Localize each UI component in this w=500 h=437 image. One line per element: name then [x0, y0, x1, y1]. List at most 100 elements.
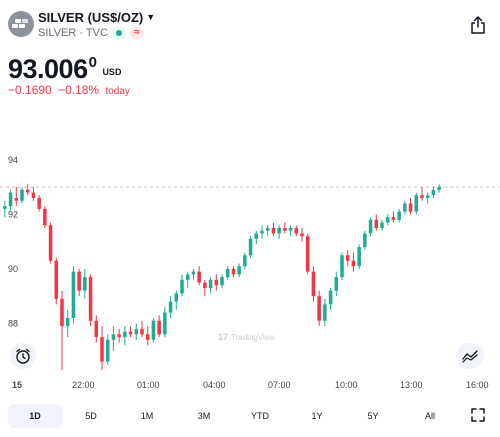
- candle: [48, 222, 53, 264]
- candle-body: [437, 187, 441, 190]
- candle-body: [65, 318, 70, 327]
- candle-body: [351, 260, 356, 267]
- candle: [83, 268, 87, 299]
- symbol-subtitle: SILVER · TVC ≈: [38, 27, 144, 39]
- candle-body: [414, 195, 419, 212]
- candle: [197, 266, 201, 286]
- candle: [134, 323, 139, 340]
- timeframe-tab-5d[interactable]: 5D: [85, 411, 97, 421]
- candle: [3, 200, 7, 218]
- candle: [294, 225, 299, 237]
- timeframe-tab-1y[interactable]: 1Y: [311, 411, 323, 421]
- silver-bars-icon: [8, 11, 34, 37]
- candle-body: [385, 217, 390, 223]
- candle-body: [334, 277, 339, 291]
- candle-body: [140, 328, 144, 335]
- timeframe-tab-1d[interactable]: 1D: [8, 404, 62, 428]
- candle-body: [117, 334, 121, 338]
- candle-body: [88, 277, 93, 321]
- candle: [237, 263, 241, 278]
- price-superscript: 0: [88, 54, 97, 71]
- candle: [425, 192, 430, 204]
- candle-body: [134, 328, 139, 335]
- candle: [100, 326, 104, 370]
- candle-body: [185, 274, 190, 280]
- candle-body: [317, 296, 321, 321]
- candle: [248, 236, 253, 258]
- candle-body: [237, 266, 241, 275]
- candle: [163, 307, 167, 338]
- share-icon[interactable]: [470, 16, 486, 34]
- candle: [123, 326, 127, 346]
- candle: [351, 252, 356, 272]
- price-chart[interactable]: 94 92 90 88: [0, 138, 500, 378]
- timeframe-tab-1m[interactable]: 1M: [140, 411, 154, 421]
- candle: [37, 195, 41, 212]
- candle: [168, 296, 173, 318]
- candle-body: [128, 331, 133, 335]
- candle-body: [100, 337, 104, 362]
- candle-body: [43, 208, 47, 226]
- candle: [94, 315, 99, 343]
- tradingview-watermark: 17 TradingView: [218, 332, 275, 342]
- time-axis: 15 22:00 01:00 04:00 07:00 10:00 13:00 16:00: [0, 380, 500, 394]
- candle: [71, 266, 76, 324]
- candle: [174, 290, 179, 310]
- candle-body: [111, 334, 116, 340]
- candle: [214, 274, 219, 291]
- candle-body: [191, 271, 196, 275]
- candle-body: [77, 271, 81, 291]
- candle: [288, 225, 293, 237]
- candle-body: [157, 320, 161, 335]
- candle: [397, 208, 401, 223]
- candle: [374, 214, 379, 231]
- candle-body: [71, 271, 76, 318]
- candle: [254, 230, 259, 245]
- candle-body: [60, 298, 64, 327]
- candle-body: [283, 228, 287, 231]
- candle-body: [363, 233, 367, 248]
- candle-body: [14, 198, 19, 201]
- timeframe-tab-ytd[interactable]: YTD: [251, 411, 269, 421]
- candle: [368, 217, 373, 237]
- change-value: −0.1690: [8, 83, 52, 97]
- fullscreen-icon[interactable]: [471, 408, 485, 422]
- candle: [403, 200, 407, 215]
- candle-body: [225, 268, 230, 278]
- candle: [231, 266, 236, 278]
- exchange-label: SILVER · TVC: [38, 27, 108, 39]
- timeframe-tab-all[interactable]: All: [424, 411, 435, 421]
- indicator-icon[interactable]: [456, 343, 484, 369]
- candle: [408, 198, 413, 215]
- candle-body: [323, 304, 327, 321]
- candle: [277, 225, 281, 239]
- candle: [345, 249, 350, 267]
- candle-body: [254, 233, 259, 239]
- candle: [305, 233, 310, 275]
- candle: [140, 320, 144, 338]
- candle: [145, 326, 150, 346]
- candle: [265, 225, 270, 237]
- tradingview-logo-icon: 17: [218, 332, 229, 342]
- symbol-selector[interactable]: SILVER (US$/OZ) ▼: [38, 10, 155, 25]
- candle-body: [277, 228, 281, 234]
- candle-body: [408, 203, 413, 212]
- candle-body: [260, 230, 264, 234]
- timeframe-tab-3m[interactable]: 3M: [197, 411, 211, 421]
- candle: [357, 244, 361, 269]
- timeframe-tab-5y[interactable]: 5Y: [367, 411, 379, 421]
- candle-body: [288, 228, 293, 231]
- candle: [311, 266, 316, 302]
- change-period: today: [105, 86, 130, 97]
- candle-body: [248, 238, 253, 256]
- change-percent: −0.18%: [58, 83, 100, 97]
- x-tick-label: 07:00: [268, 380, 291, 390]
- x-tick-label: 10:00: [335, 380, 358, 390]
- candle: [180, 274, 184, 297]
- candle-body: [37, 198, 41, 209]
- candle-body: [311, 271, 316, 297]
- alarm-clock-icon[interactable]: [10, 343, 36, 369]
- candle-body: [220, 277, 224, 286]
- candle-body: [3, 206, 7, 209]
- candle-body: [403, 203, 407, 212]
